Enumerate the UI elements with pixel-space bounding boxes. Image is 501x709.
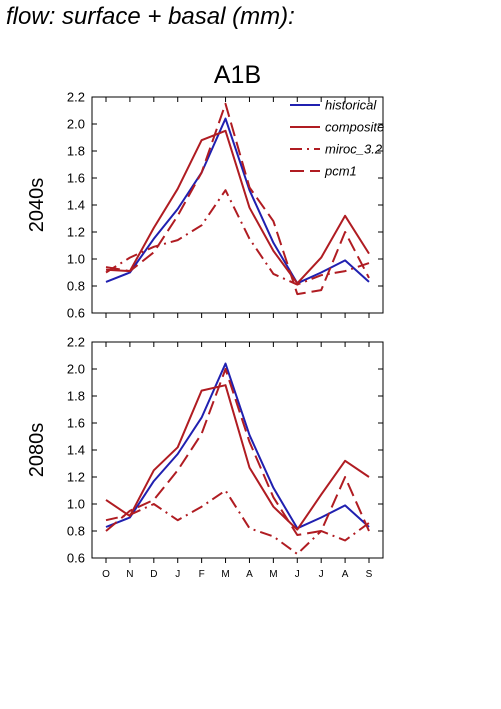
y-tick-label: 0.6 <box>67 306 85 321</box>
y-tick-label: 1.0 <box>67 252 85 267</box>
x-tick-label: O <box>102 569 110 580</box>
x-tick-label: N <box>126 569 133 580</box>
legend-label: miroc_3.2 <box>325 142 383 157</box>
series-line-miroc-3-2 <box>105 189 370 286</box>
y-tick-label: 0.8 <box>67 524 85 539</box>
y-tick-label: 2.0 <box>67 117 85 132</box>
y-tick-label: 2.0 <box>67 362 85 377</box>
x-tick-label: D <box>150 569 157 580</box>
series-line-miroc-3-2 <box>105 489 370 555</box>
y-tick-label: 1.2 <box>67 470 85 485</box>
series-line-pcm1 <box>105 368 370 536</box>
x-tick-label: J <box>319 569 324 580</box>
y-tick-label: 1.4 <box>67 198 85 213</box>
y-tick-label: 1.8 <box>67 144 85 159</box>
plot-frame <box>91 341 384 559</box>
y-tick-label: 0.6 <box>67 551 85 566</box>
legend-label: historical <box>325 98 377 113</box>
x-tick-label: A <box>246 569 253 580</box>
y-axis-label: 2040s <box>26 178 48 233</box>
y-tick-label: 1.8 <box>67 389 85 404</box>
legend-label: composite <box>325 120 384 135</box>
y-tick-label: 1.2 <box>67 225 85 240</box>
chart-title: A1B <box>214 61 261 89</box>
y-tick-label: 2.2 <box>67 90 85 105</box>
x-tick-label: S <box>366 569 373 580</box>
x-tick-label: J <box>295 569 300 580</box>
y-tick-label: 1.6 <box>67 416 85 431</box>
chart-panel-2: 0.6 0.8 1.0 1.2 1.4 1.6 1.8 2.0 2.2 O N D J F M A M J J A S 2… <box>26 335 384 580</box>
y-tick-label: 1.0 <box>67 497 85 512</box>
y-axis-label: 2080s <box>26 423 48 478</box>
x-tick-label: F <box>199 569 205 580</box>
legend: historical composite miroc_3.2 pcm1 <box>290 98 384 179</box>
series-line-composite <box>105 384 370 531</box>
y-tick-label: 2.2 <box>67 335 85 350</box>
y-tick-label: 1.6 <box>67 171 85 186</box>
series-line-historical <box>105 362 370 530</box>
chart-panel-1: 0.6 0.8 1.0 1.2 1.4 1.6 1.8 2.0 2.2 A1B 2040s histo… <box>26 61 384 321</box>
figure-title: d flow: surface + basal (mm): <box>0 3 295 30</box>
y-tick-label: 0.8 <box>67 279 85 294</box>
x-tick-label: M <box>221 569 229 580</box>
series-line-composite <box>105 129 370 285</box>
series-line-pcm1 <box>105 102 370 296</box>
x-tick-label: M <box>269 569 277 580</box>
x-tick-label: J <box>175 569 180 580</box>
legend-label: pcm1 <box>324 164 357 179</box>
series-line-historical <box>105 117 370 285</box>
y-tick-label: 1.4 <box>67 443 85 458</box>
x-tick-label: A <box>342 569 349 580</box>
